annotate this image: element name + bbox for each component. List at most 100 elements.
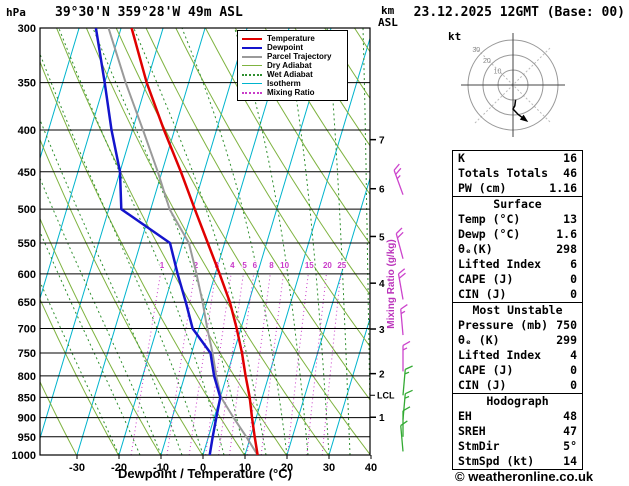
temp-axis: -30 -20 -10 0 10 20 30 40 xyxy=(69,455,377,474)
km-tick-label: 6 xyxy=(379,185,385,196)
wind-barb xyxy=(400,420,408,452)
mixing-ratio-line xyxy=(205,273,232,455)
hodograph-trace xyxy=(512,99,527,121)
pressure-tick-label: 750 xyxy=(18,348,36,360)
index-value: 47 xyxy=(563,424,577,438)
mixing-ratio-value-label: 5 xyxy=(242,261,247,270)
index-row: Dewp (°C) 1.6 xyxy=(453,227,582,242)
legend-item: Temperature xyxy=(242,34,343,43)
dry-adiabat-line xyxy=(40,380,77,455)
pressure-tick-label: 700 xyxy=(18,324,36,336)
mixing-ratio-value-label: 20 xyxy=(323,261,332,270)
indices-group-title: Surface xyxy=(493,197,542,211)
wind-barb xyxy=(400,303,408,336)
mixing-ratio-value-label: 1 xyxy=(160,261,165,270)
pressure-axis-labels: 300 350 400 450 500 550 600 650 700 750 800 850 900 9… xyxy=(12,23,36,462)
pressure-tick-label: 600 xyxy=(18,269,36,281)
legend-line-sample xyxy=(242,73,262,76)
index-label: CAPE (J) xyxy=(458,363,514,377)
legend-line-sample xyxy=(242,83,262,84)
temp-tick-label: -20 xyxy=(111,462,127,474)
index-row: CIN (J) 0 xyxy=(453,378,582,393)
isotherm-line xyxy=(40,28,164,441)
legend-line-sample xyxy=(242,65,262,66)
pressure-tick-label: 850 xyxy=(18,392,36,404)
pressure-tick-label: 650 xyxy=(18,297,36,309)
indices-panel: K 16 Totals Totals 46 PW (cm) 1.16 Surface Temp… xyxy=(452,150,583,470)
wind-barb xyxy=(402,365,413,396)
pressure-unit-label: hPa xyxy=(6,6,26,19)
pressure-tick-label: 400 xyxy=(18,125,36,137)
pressure-tick-label: 1000 xyxy=(12,450,36,462)
dry-adiabat-line xyxy=(205,28,370,296)
mixing-ratio-labels: 1 2 3 4 5 6 8 10 15 20 25 xyxy=(159,260,348,271)
index-value: 46 xyxy=(563,166,577,180)
index-value: 0 xyxy=(570,287,577,301)
km-unit-label: km xyxy=(381,4,395,17)
hodograph-ring-label: 30 xyxy=(472,47,480,54)
pressure-tick-label: 350 xyxy=(18,78,36,90)
wind-barbs xyxy=(393,163,413,452)
index-value: 14 xyxy=(563,454,577,468)
index-value: 1.6 xyxy=(556,227,577,241)
mixing-ratio-axis-label: Mixing Ratio (g/kg) xyxy=(386,239,397,329)
index-label: StmDir xyxy=(458,439,500,453)
legend-item-label: Temperature xyxy=(267,34,315,43)
legend-item: Parcel Trajectory xyxy=(242,52,343,61)
index-value: 16 xyxy=(563,151,577,165)
hodograph-ring-label: 20 xyxy=(483,58,491,65)
index-label: CAPE (J) xyxy=(458,272,514,286)
index-row: Pressure (mb) 750 xyxy=(453,318,582,333)
indices-group: Hodograph EH 48 SREH 47 StmDir 5° StmSpd (kt) 14 xyxy=(453,393,582,469)
wet-adiabat-line xyxy=(40,52,204,455)
km-axis: 1 2 3 4 5 6 7 LCL xyxy=(370,136,395,424)
dry-adiabat-line xyxy=(294,28,370,147)
index-label: PW (cm) xyxy=(458,181,507,195)
legend-item: Isotherm xyxy=(242,79,343,88)
isotherm-line xyxy=(328,316,370,455)
pressure-tick-label: 450 xyxy=(18,167,36,179)
mixing-ratio-value-label: 2 xyxy=(194,261,199,270)
km-tick-label: 2 xyxy=(379,370,385,381)
legend: Temperature Dewpoint Parcel Trajectory Dry … xyxy=(237,30,348,101)
legend-item-label: Mixing Ratio xyxy=(267,88,315,97)
temp-tick-label: 20 xyxy=(281,462,293,474)
index-row: Lifted Index 6 xyxy=(453,257,582,272)
legend-item: Dewpoint xyxy=(242,43,343,52)
isotherm-line xyxy=(40,28,122,301)
dry-adiabat-line xyxy=(264,28,370,196)
index-value: 1.16 xyxy=(549,181,577,195)
temp-tick-label: -30 xyxy=(69,462,85,474)
wind-barb xyxy=(393,163,404,195)
temp-tick-label: -10 xyxy=(153,462,169,474)
km-tick-label: 7 xyxy=(379,136,385,147)
mixing-ratio-line xyxy=(260,273,284,455)
index-row: CAPE (J) 0 xyxy=(453,363,582,378)
index-label: StmSpd (kt) xyxy=(458,454,535,468)
mixing-ratio-line xyxy=(287,273,309,455)
legend-item-label: Dewpoint xyxy=(267,43,303,52)
mixing-ratio-line xyxy=(229,273,255,455)
datetime-label: 23.12.2025 12GMT (Base: 00) xyxy=(413,5,625,20)
asl-unit-label: ASL xyxy=(378,16,398,29)
index-row: StmSpd (kt) 14 xyxy=(453,454,582,469)
index-label: CIN (J) xyxy=(458,287,507,301)
x-axis-label: Dewpoint / Temperature (°C) xyxy=(118,466,292,481)
isotherm-line xyxy=(286,176,370,455)
legend-item-label: Isotherm xyxy=(267,79,301,88)
index-value: 48 xyxy=(563,409,577,423)
km-tick-label: 1 xyxy=(379,413,385,424)
pressure-tick-label: 500 xyxy=(18,204,36,216)
hodograph-arrow xyxy=(519,114,529,123)
index-label: θₑ(K) xyxy=(458,242,493,256)
index-row: CIN (J) 0 xyxy=(453,287,582,302)
legend-item-label: Dry Adiabat xyxy=(267,61,312,70)
mixing-ratio-line xyxy=(218,273,244,455)
index-label: Dewp (°C) xyxy=(458,227,521,241)
dry-adiabat-line xyxy=(234,28,370,245)
lcl-label: LCL xyxy=(377,390,395,400)
dewpoint-curve xyxy=(94,28,222,455)
